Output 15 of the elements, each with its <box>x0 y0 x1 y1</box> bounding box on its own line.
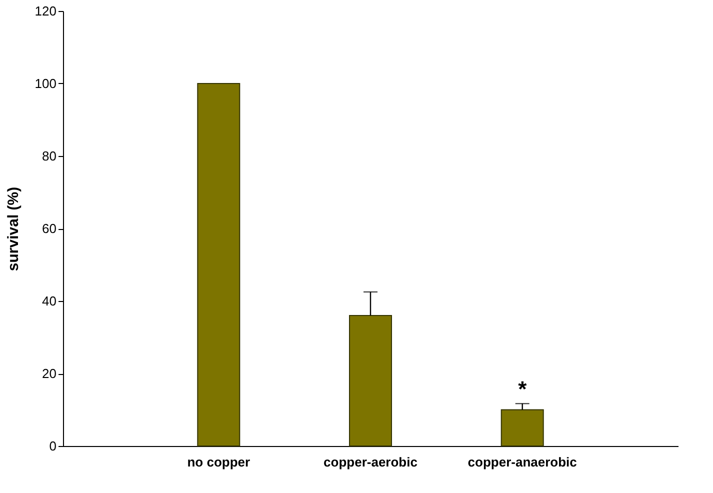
y-axis-title: survival (%) <box>4 186 22 272</box>
x-tick-label: copper-anaerobic <box>468 454 577 470</box>
y-tick-label: 80 <box>42 148 56 164</box>
y-tick-label: 40 <box>42 294 56 308</box>
y-tick-label: 100 <box>34 76 56 91</box>
bar <box>349 315 392 446</box>
x-tick-label: copper-aerobic <box>324 454 418 470</box>
y-tick-label: 0 <box>49 438 56 454</box>
bar <box>197 83 240 446</box>
annotation: * <box>518 376 528 402</box>
y-tick-label: 120 <box>34 4 56 18</box>
y-tick-label: 60 <box>42 221 56 236</box>
y-tick-label: 20 <box>42 366 56 381</box>
bar <box>500 409 544 446</box>
x-tick-label: no copper <box>187 454 250 470</box>
